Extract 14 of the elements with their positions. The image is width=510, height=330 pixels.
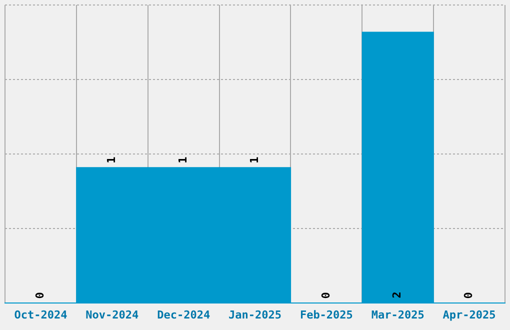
x-tick-label: Nov-2024 [86,308,140,322]
data-label: 0 [462,292,476,299]
data-label: 1 [105,156,118,164]
x-tick-label: Apr-2025 [442,308,496,322]
data-label: 1 [248,156,261,164]
data-label: 0 [34,292,47,299]
x-tick-label: Mar-2025 [371,308,424,322]
data-label: 2 [390,292,404,298]
data-label: 1 [176,156,190,164]
x-tick-label: Dec-2024 [157,308,210,322]
x-tick-label: Oct-2024 [14,308,68,322]
x-tick-label: Jan-2025 [228,308,282,322]
data-label: 0 [319,292,332,299]
x-tick-label: Feb-2025 [300,308,353,322]
